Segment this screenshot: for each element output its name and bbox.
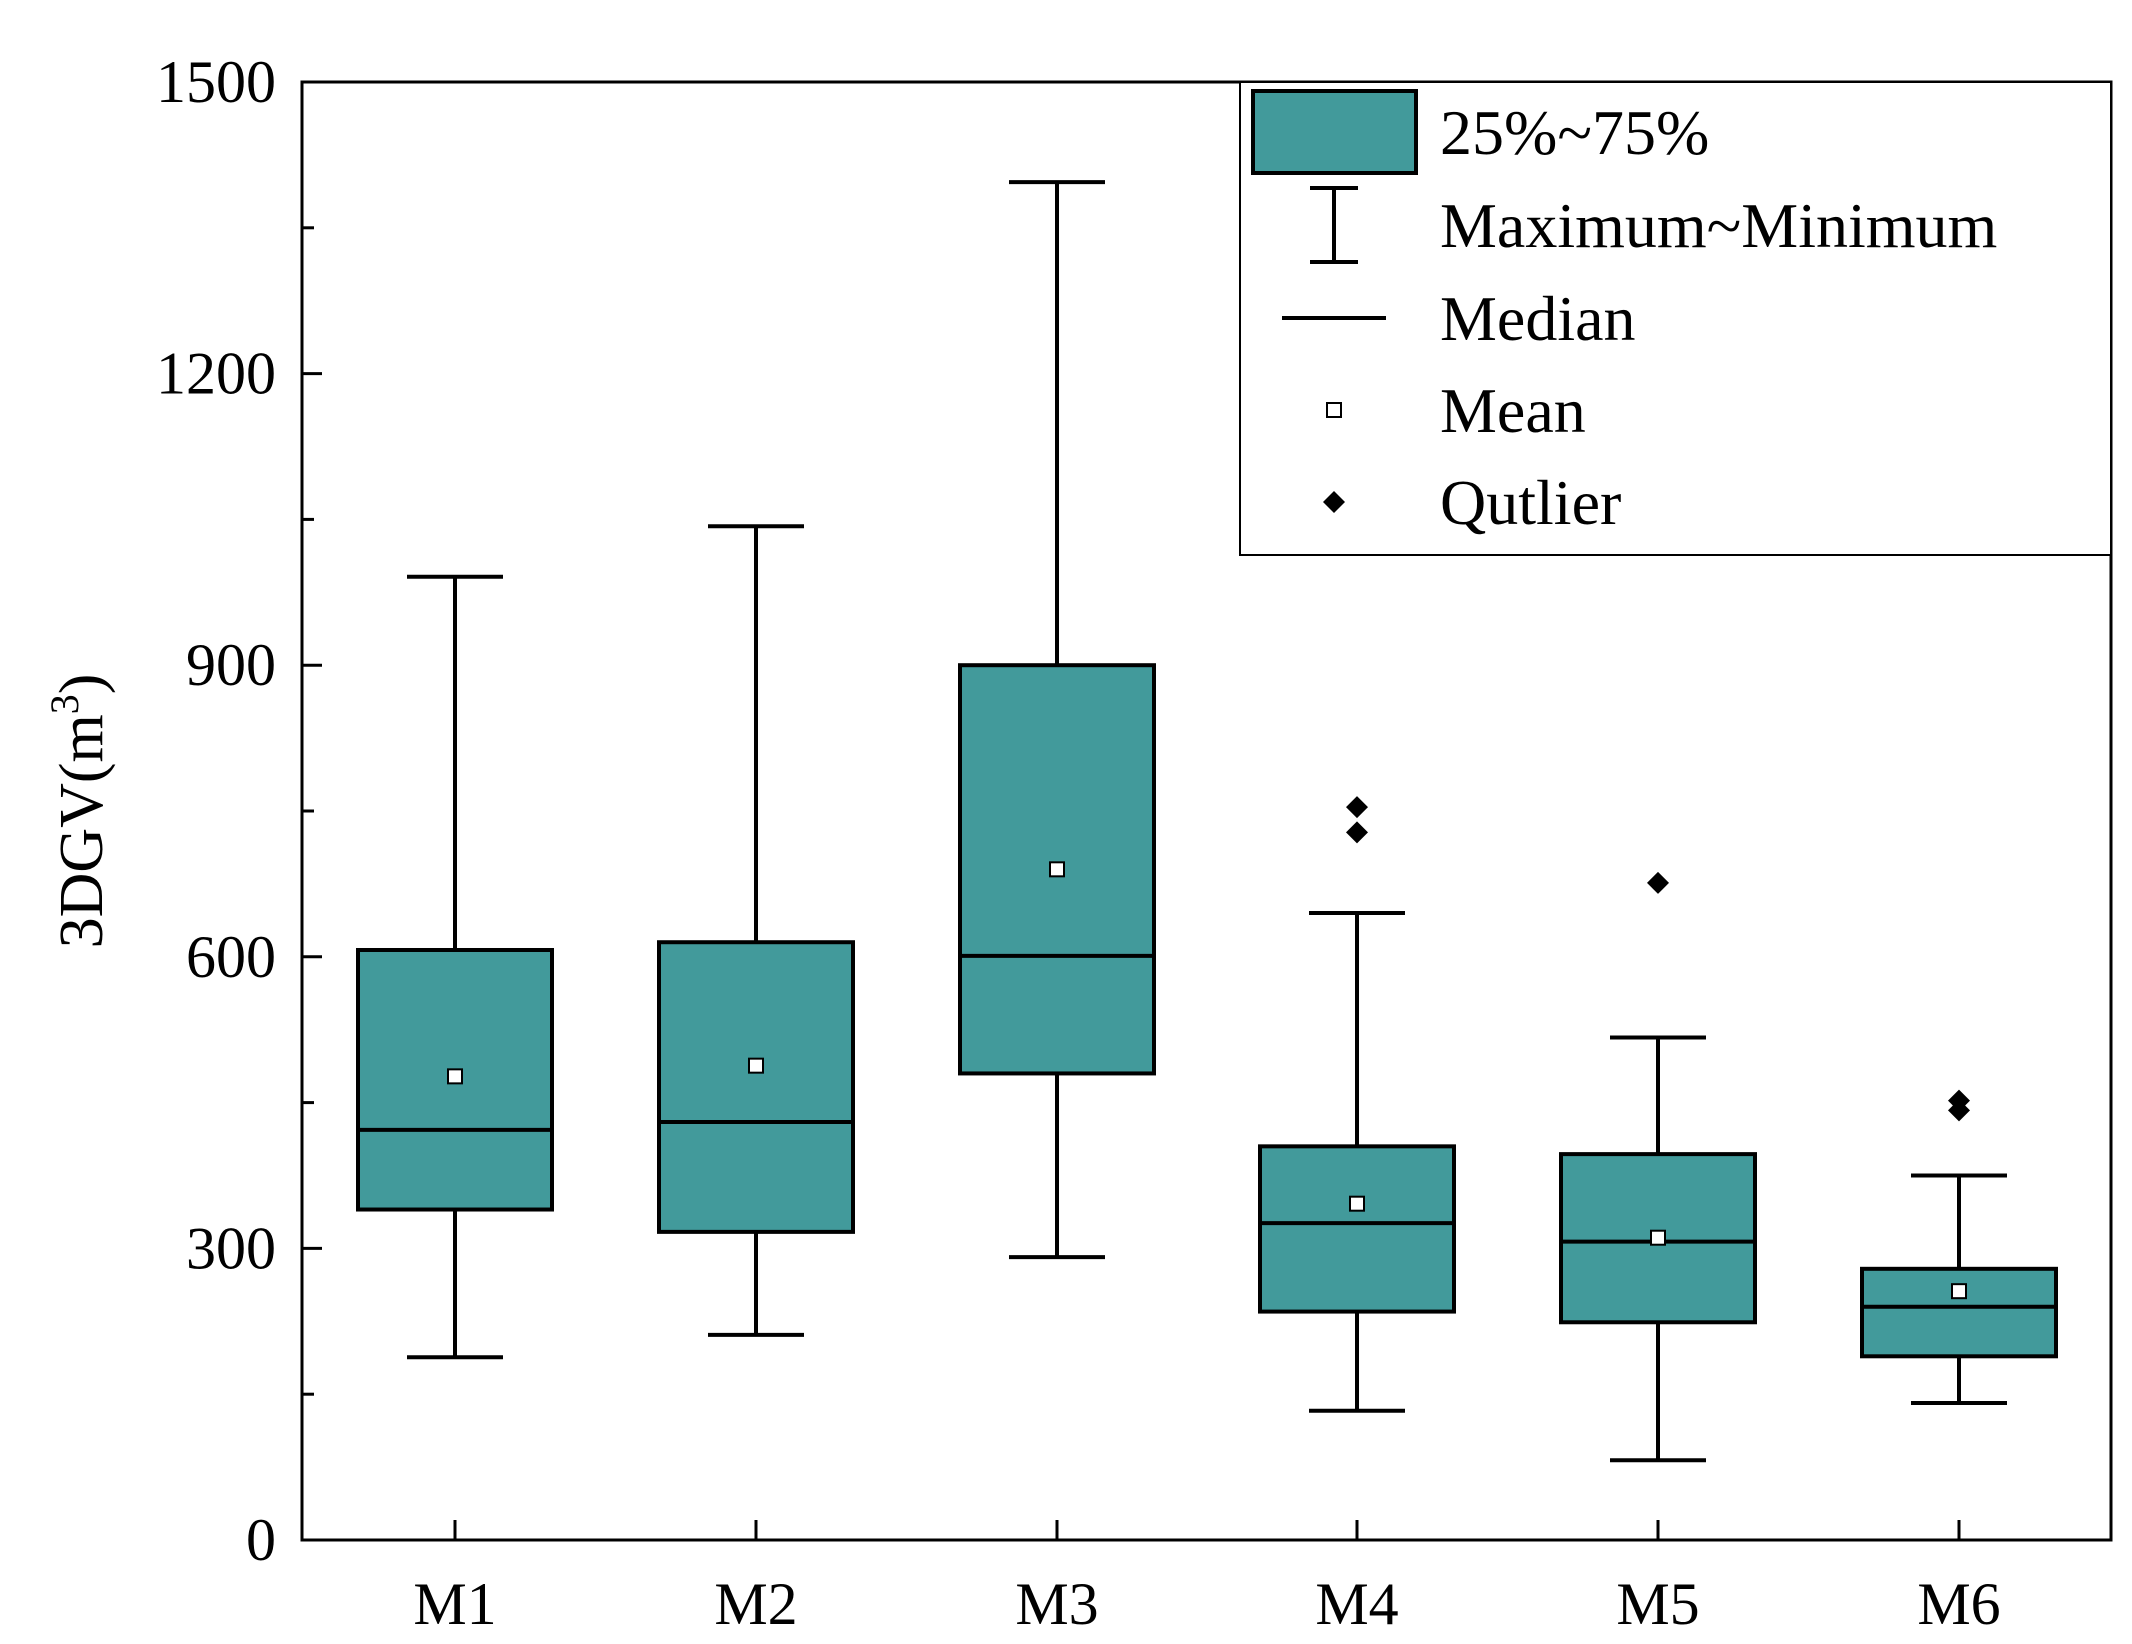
outlier-marker <box>1346 796 1368 819</box>
y-tick-label: 600 <box>186 924 276 990</box>
y-tick-label: 1500 <box>156 49 276 115</box>
x-tick-label: M2 <box>714 1571 797 1637</box>
legend-label: Mean <box>1440 375 1586 446</box>
legend-outlier-marker <box>1323 491 1345 513</box>
outlier-marker <box>1948 1089 1970 1112</box>
iqr-box <box>1860 1266 2058 1359</box>
outlier-marker <box>1647 871 1669 894</box>
legend-entry-whisker: Maximum~Minimum <box>1310 186 1997 264</box>
legend-label: Median <box>1440 283 1636 354</box>
y-axis-label-sup: 3 <box>42 694 87 714</box>
x-axis: M1 M2 M3 M4 M5 M6 <box>413 1520 2001 1637</box>
legend-mean-marker <box>1326 402 1342 418</box>
y-tick-label: 1200 <box>156 341 276 407</box>
y-axis: 0 300 600 900 1200 1500 <box>156 49 322 1573</box>
y-tick-label: 900 <box>186 632 276 698</box>
legend-label: Qutlier <box>1440 467 1621 538</box>
box-group-m6 <box>1860 1089 2058 1405</box>
y-tick-label: 300 <box>186 1215 276 1281</box>
legend-entry-square: Mean <box>1326 375 1586 446</box>
plot-content <box>356 180 2058 1463</box>
x-tick-label: M4 <box>1315 1571 1398 1637</box>
mean-marker <box>1349 1195 1365 1212</box>
y-axis-label: 3DGV(m3) <box>42 674 116 949</box>
legend-entry-diamond: Qutlier <box>1323 467 1621 538</box>
y-tick-label: 0 <box>246 1507 276 1573</box>
x-tick-label: M5 <box>1616 1571 1699 1637</box>
y-axis-label-main: 3DGV(m <box>48 714 116 948</box>
legend-box-swatch <box>1251 89 1418 175</box>
box-group-m2 <box>657 524 855 1337</box>
legend-entry-box: 25%~75% <box>1251 89 1709 175</box>
x-tick-label: M1 <box>413 1571 496 1637</box>
legend: 25%~75% Maximum~Minimum Median Mean Qutlier <box>1239 81 2112 556</box>
legend-label: 25%~75% <box>1440 97 1709 168</box>
x-tick-label: M6 <box>1917 1571 2000 1637</box>
mean-marker <box>748 1057 764 1074</box>
y-axis-label-close: ) <box>48 674 116 695</box>
box-group-m1 <box>356 574 554 1360</box>
legend-label: Maximum~Minimum <box>1440 190 1997 261</box>
mean-marker <box>447 1068 463 1085</box>
mean-marker <box>1650 1229 1666 1246</box>
iqr-box <box>1258 1144 1456 1314</box>
iqr-box <box>657 940 855 1234</box>
legend-entry-line: Median <box>1282 283 1636 354</box>
mean-marker <box>1049 861 1065 878</box>
outlier-marker <box>1346 821 1368 844</box>
box-group-m4 <box>1258 796 1456 1413</box>
x-tick-label: M3 <box>1015 1571 1098 1637</box>
mean-marker <box>1951 1283 1967 1300</box>
box-group-m5 <box>1559 871 1757 1463</box>
plot-frame <box>300 80 2113 1542</box>
box-group-m3 <box>958 180 1156 1260</box>
